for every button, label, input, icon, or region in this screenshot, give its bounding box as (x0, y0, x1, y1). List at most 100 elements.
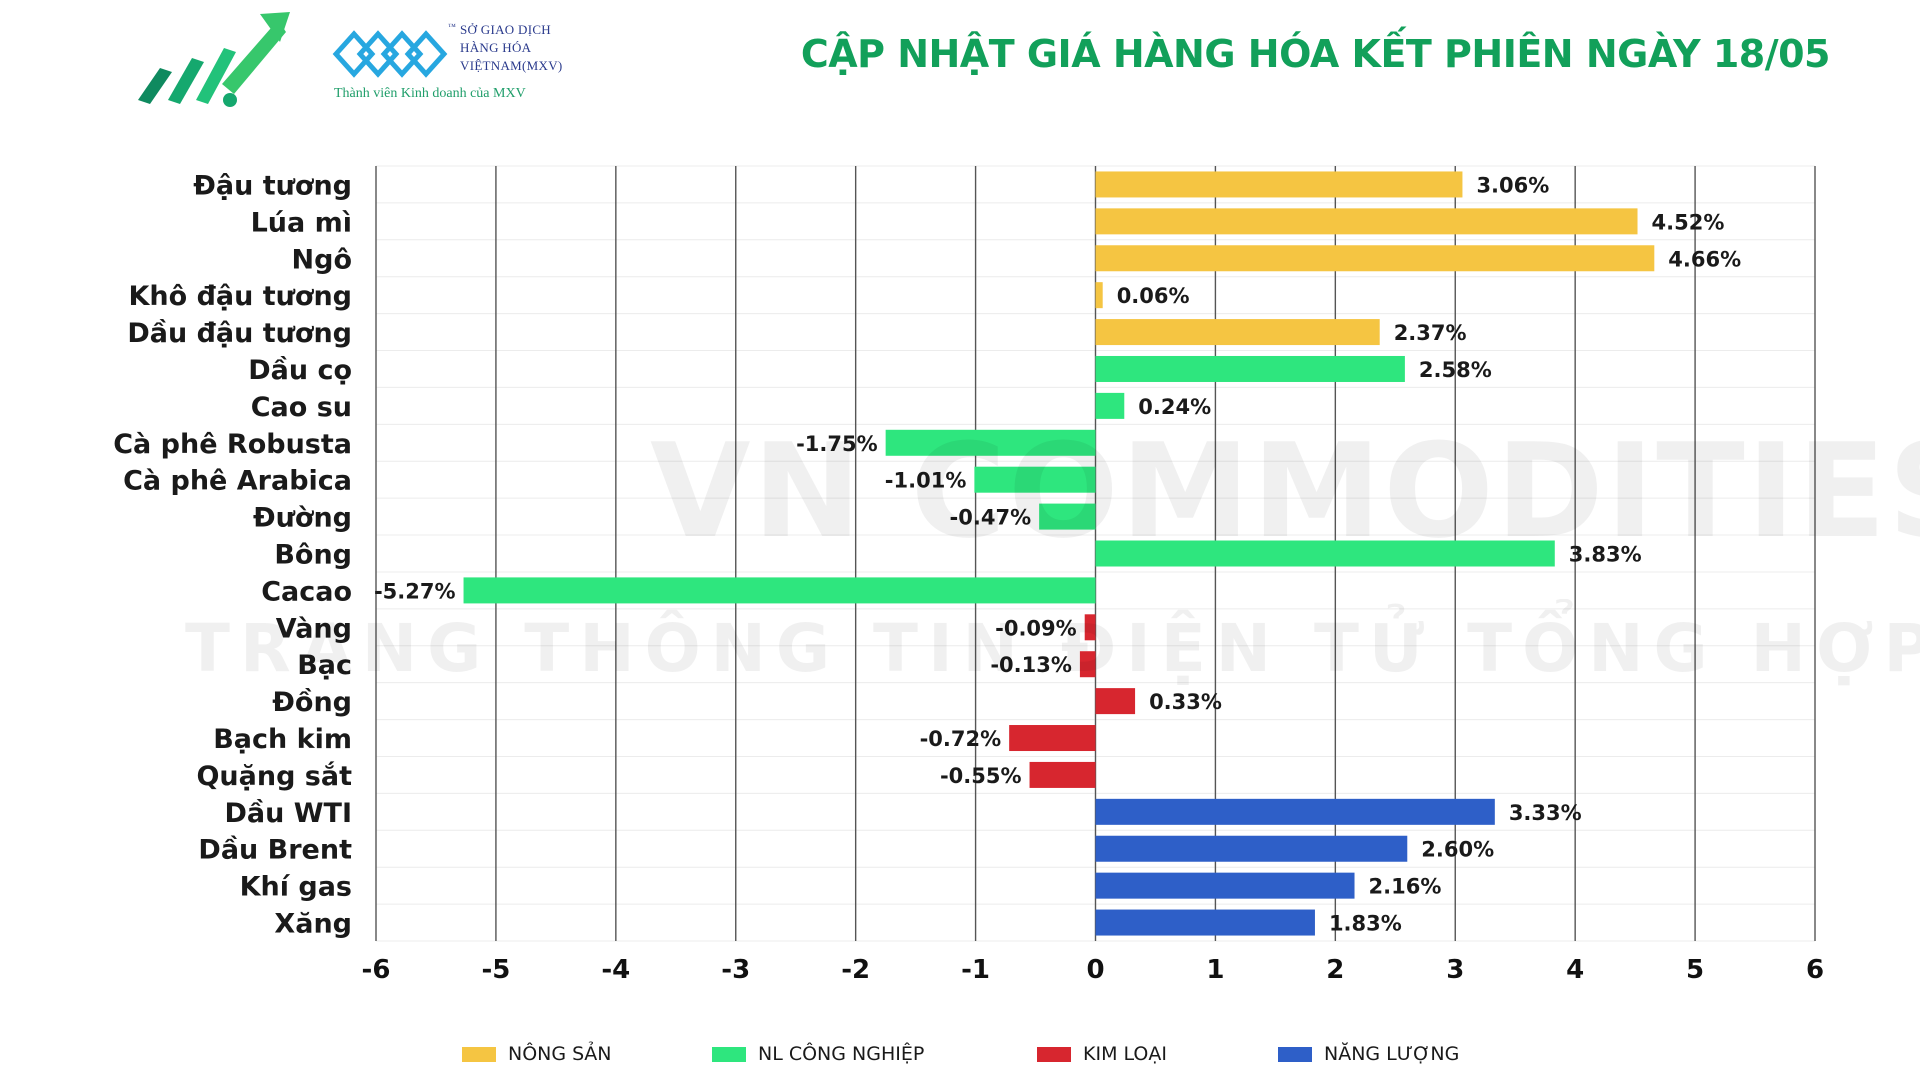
mxv-name-line-3: VIỆTNAM(MXV) (460, 58, 563, 73)
x-tick-label: 3 (1446, 955, 1464, 985)
data-label: 0.06% (1117, 284, 1190, 308)
brand-logo-icon (138, 12, 290, 107)
grid-layer (375, 165, 1816, 942)
legend-label: NL CÔNG NGHIỆP (758, 1043, 925, 1065)
legend-label: KIM LOẠI (1083, 1043, 1167, 1065)
category-label: Quặng sắt (196, 761, 352, 792)
category-label: Ngô (292, 244, 352, 275)
mxv-logo: SỞ GIAO DỊCH ™ HÀNG HÓA VIỆTNAM(MXV) Thà… (330, 20, 600, 120)
legend-swatch (712, 1046, 746, 1062)
bar (885, 429, 1096, 456)
category-label: Cà phê Robusta (113, 429, 352, 460)
legend: NÔNG SẢN NL CÔNG NGHIỆP KIM LOẠI NĂNG LƯ… (0, 1040, 1920, 1070)
category-label: Bạch kim (213, 724, 352, 755)
x-tick-label: -3 (721, 955, 750, 985)
bar (1079, 651, 1096, 678)
legend-label: NÔNG SẢN (508, 1043, 612, 1065)
bar (1095, 319, 1380, 346)
data-label: -0.47% (950, 506, 1032, 530)
x-tick-label: 6 (1806, 955, 1824, 985)
category-label: Dầu đậu tương (127, 318, 352, 349)
bar (1009, 725, 1096, 752)
category-label: Cacao (261, 576, 352, 607)
bar (1029, 761, 1096, 788)
data-label: 4.52% (1652, 210, 1725, 234)
x-tick-label: -6 (362, 955, 391, 985)
data-label: 2.37% (1394, 321, 1467, 345)
bar (1095, 282, 1103, 309)
axis-layer: -6 -5 -4 -3 -2 -1 0 1 2 3 4 5 6 (362, 955, 1824, 985)
bar (1095, 835, 1408, 862)
data-label: 2.60% (1421, 838, 1494, 862)
page-title: CẬP NHẬT GIÁ HÀNG HÓA KẾT PHIÊN NGÀY 18/… (800, 32, 1831, 76)
data-label: -0.09% (995, 616, 1077, 640)
data-label: 2.16% (1369, 875, 1442, 899)
category-label: Cao su (251, 392, 352, 423)
x-tick-label: -1 (961, 955, 990, 985)
category-label: Vàng (276, 613, 352, 644)
bar (1095, 208, 1638, 235)
bar (463, 577, 1096, 604)
bar (1095, 872, 1355, 899)
mxv-member-text: Thành viên Kinh doanh của MXV (334, 86, 526, 101)
data-label: 4.66% (1668, 247, 1741, 271)
x-tick-label: 2 (1326, 955, 1344, 985)
category-label: Dầu cọ (248, 355, 352, 386)
data-label: 0.33% (1149, 690, 1222, 714)
x-tick-label: -5 (481, 955, 510, 985)
bar (1095, 355, 1405, 382)
bar (1095, 798, 1495, 825)
category-label: Bông (274, 540, 352, 571)
category-label: Khí gas (240, 872, 352, 903)
category-label: Khô đậu tương (129, 281, 353, 312)
x-tick-label: 5 (1686, 955, 1704, 985)
category-label: Đậu tương (193, 170, 352, 201)
legend-item-nl-cong-nghiep: NL CÔNG NGHIỆP (712, 1040, 924, 1068)
category-label: Dầu Brent (198, 835, 352, 866)
category-label: Xăng (274, 909, 352, 940)
legend-label: NĂNG LƯỢNG (1324, 1043, 1460, 1065)
x-tick-label: 1 (1206, 955, 1224, 985)
bar (1039, 503, 1096, 530)
data-label: 3.83% (1569, 543, 1642, 567)
data-label: -1.01% (885, 469, 967, 493)
bar (974, 466, 1096, 493)
category-label: Cà phê Arabica (123, 466, 352, 497)
legend-swatch (1278, 1046, 1312, 1062)
data-label: -0.55% (940, 764, 1022, 788)
legend-item-kim-loai: KIM LOẠI (1037, 1040, 1167, 1068)
bar (1095, 245, 1655, 272)
mxv-name-line-1: SỞ GIAO DỊCH (460, 22, 551, 37)
bar (1095, 540, 1555, 567)
data-label: -1.75% (796, 432, 878, 456)
data-label: -5.27% (374, 579, 456, 603)
x-tick-label: 0 (1086, 955, 1104, 985)
header: SỞ GIAO DỊCH ™ HÀNG HÓA VIỆTNAM(MXV) Thà… (0, 0, 1920, 130)
category-label: Đường (253, 503, 352, 534)
label-layer: Đậu tương 3.06% Lúa mì 4.52% Ngô 4.66% Khô đậu… (113, 170, 1741, 939)
mxv-name-line-2: HÀNG HÓA (460, 40, 532, 55)
category-label: Dầu WTI (225, 798, 353, 829)
data-label: 2.58% (1419, 358, 1492, 382)
bar (1095, 392, 1125, 419)
data-label: -0.72% (920, 727, 1002, 751)
category-label: Bạc (297, 650, 352, 681)
data-label: 3.33% (1509, 801, 1582, 825)
legend-swatch (1037, 1046, 1071, 1062)
data-label: 1.83% (1329, 912, 1402, 936)
data-label: 0.24% (1138, 395, 1211, 419)
category-label: Lúa mì (251, 207, 352, 238)
x-tick-label: -2 (841, 955, 870, 985)
mxv-emblem-icon (332, 30, 448, 78)
x-tick-label: -4 (601, 955, 630, 985)
legend-swatch (462, 1046, 496, 1062)
bar (1095, 909, 1315, 936)
x-tick-label: 4 (1566, 955, 1584, 985)
bar-layer (463, 171, 1655, 936)
legend-item-nang-luong: NĂNG LƯỢNG (1278, 1040, 1459, 1068)
mxv-trademark: ™ (448, 22, 457, 31)
bar-chart: Đậu tương 3.06% Lúa mì 4.52% Ngô 4.66% Khô đậu… (113, 165, 1824, 985)
data-label: 3.06% (1476, 173, 1549, 197)
bar (1095, 688, 1136, 715)
bar (1095, 171, 1463, 198)
